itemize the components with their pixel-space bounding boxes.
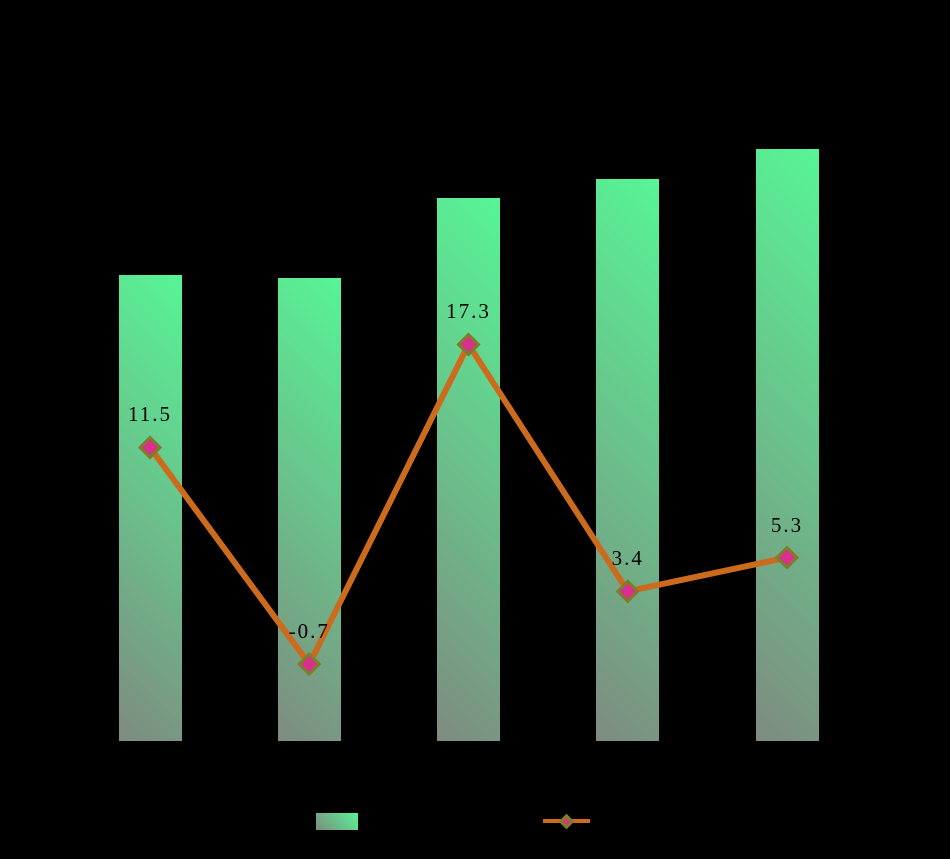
legend-item-bar-series[interactable] (316, 813, 358, 830)
legend-item-line-series[interactable] (543, 812, 590, 830)
diamond-marker-icon (456, 332, 481, 357)
data-label: 17.3 (446, 299, 491, 324)
data-label: 5.3 (770, 512, 804, 537)
line-legend-swatch (543, 812, 590, 830)
legend (0, 813, 950, 833)
data-label: 11.5 (128, 402, 172, 427)
diamond-marker-icon (137, 435, 163, 460)
bar (755, 149, 819, 741)
data-label: 3.4 (611, 546, 644, 571)
diamond-marker-icon (297, 652, 322, 677)
bar (437, 198, 500, 741)
bar (596, 179, 660, 741)
line-path (147, 338, 788, 670)
data-label: -0.7 (288, 619, 330, 644)
diamond-marker-icon (774, 545, 800, 570)
line-legend-diamond-icon (558, 813, 575, 830)
bar-legend-swatch (316, 813, 358, 830)
bar (118, 275, 182, 741)
diamond-marker-icon (615, 579, 640, 604)
